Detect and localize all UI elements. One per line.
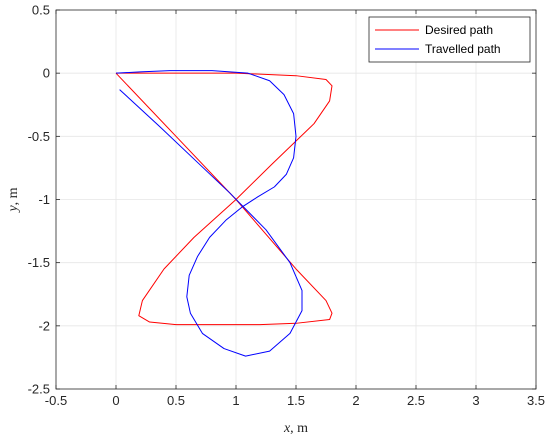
x-tick-label: 0: [112, 393, 119, 408]
y-tick-label: -0.5: [28, 129, 50, 144]
y-tick-label: -1: [38, 192, 50, 207]
y-tick-label: -2: [38, 318, 50, 333]
legend-label-travelled-path: Travelled path: [425, 42, 501, 56]
legend-box: [368, 16, 531, 63]
y-axis-label-var: y: [6, 205, 21, 214]
series-line-travelled-path: [115, 70, 303, 357]
legend-label-desired-path: Desired path: [425, 23, 493, 37]
x-tick-label: 1.5: [287, 393, 305, 408]
x-axis-label: x, m: [283, 421, 308, 436]
x-tick-label: 3.5: [527, 393, 545, 408]
legend: Desired path Travelled path: [368, 16, 531, 63]
series-layer: [115, 70, 333, 357]
ticks: -0.5 0 0.5 1 1.5 2 2.5 3 3.5 -2.5 -2 -1.5 -1 -0.5 0 0.5: [28, 3, 545, 409]
y-tick-label: -1.5: [28, 255, 50, 270]
y-tick-label: -2.5: [28, 382, 50, 397]
series-line-desired-path: [115, 72, 333, 326]
x-tick-label: 0.5: [167, 393, 185, 408]
y-tick-label: 0: [43, 66, 50, 81]
y-axis-label: y, m: [6, 187, 21, 213]
x-axis-label-unit: , m: [290, 421, 308, 436]
y-tick-label: 0.5: [32, 3, 50, 18]
x-tick-label: 3: [472, 393, 479, 408]
x-tick-label: 2: [352, 393, 359, 408]
x-tick-label: -0.5: [45, 393, 67, 408]
x-axis-label-var: x: [283, 421, 291, 436]
x-tick-label: 1: [232, 393, 239, 408]
x-tick-label: 2.5: [407, 393, 425, 408]
y-axis-label-unit: , m: [6, 187, 21, 205]
